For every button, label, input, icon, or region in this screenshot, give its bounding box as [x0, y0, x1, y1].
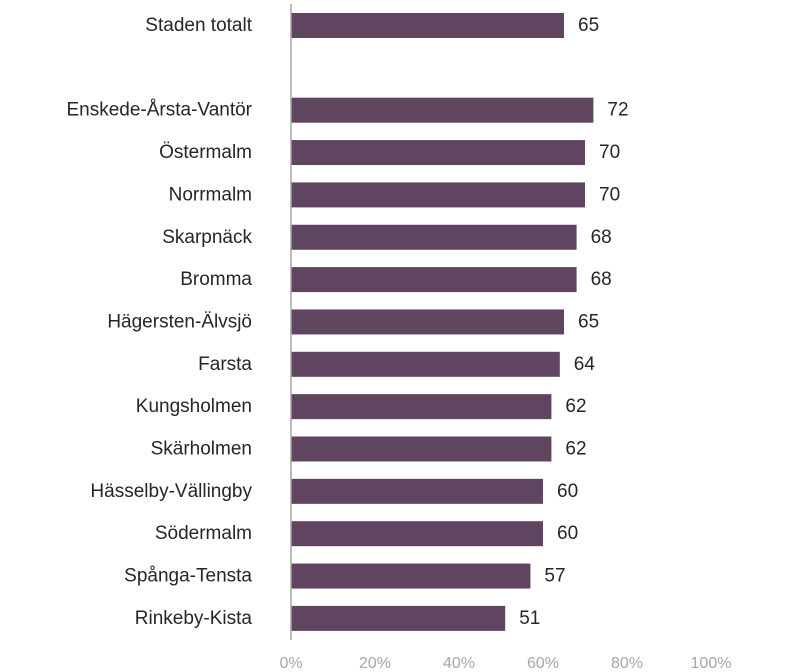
- bar: [291, 13, 564, 38]
- data-label: 68: [591, 227, 612, 248]
- category-label: Skarpnäck: [162, 227, 252, 248]
- bar: [291, 521, 543, 547]
- bar: [291, 224, 577, 250]
- data-label: 51: [519, 608, 540, 629]
- bar: [291, 478, 543, 504]
- category-labels-group: Staden totalt Enskede-Årsta-Vantör Österma…: [66, 15, 252, 629]
- category-label: Hässelby-Vällingby: [90, 481, 252, 502]
- bar: [291, 563, 531, 589]
- bar: [291, 182, 585, 208]
- category-label: Staden totalt: [145, 15, 252, 36]
- category-label: Kungsholmen: [136, 396, 252, 417]
- data-label: 60: [557, 481, 578, 502]
- category-label: Skärholmen: [151, 439, 252, 460]
- data-label: 68: [591, 269, 612, 290]
- bar: [291, 97, 594, 123]
- bar: [291, 267, 577, 293]
- x-tick-label: 20%: [359, 655, 391, 672]
- category-label: Spånga-Tensta: [124, 566, 252, 587]
- bar: [291, 351, 560, 377]
- category-label: Östermalm: [159, 142, 252, 163]
- category-label: Hägersten-Älvsjö: [107, 311, 252, 332]
- category-label: Rinkeby-Kista: [135, 608, 253, 629]
- bar: [291, 140, 585, 166]
- bar: [291, 394, 552, 420]
- category-label: Farsta: [198, 354, 252, 375]
- x-tick-label: 60%: [527, 655, 559, 672]
- category-label: Södermalm: [155, 523, 252, 544]
- category-label: Norrmalm: [169, 184, 252, 205]
- data-label: 72: [607, 100, 628, 121]
- category-label: Bromma: [180, 269, 252, 290]
- bars-group: [291, 13, 594, 631]
- data-label: 65: [578, 311, 599, 332]
- data-label: 70: [599, 184, 620, 205]
- x-tick-labels-group: 0% 20% 40% 60% 80% 100%: [279, 655, 731, 672]
- category-label: Enskede-Årsta-Vantör: [66, 100, 252, 121]
- x-tick-label: 0%: [279, 655, 302, 672]
- data-label: 62: [565, 439, 586, 460]
- data-label: 70: [599, 142, 620, 163]
- data-label: 60: [557, 523, 578, 544]
- data-label: 57: [544, 566, 565, 587]
- data-label: 64: [574, 354, 596, 375]
- bar: [291, 309, 564, 335]
- bar: [291, 436, 552, 462]
- x-tick-label: 80%: [611, 655, 643, 672]
- bar: [291, 605, 506, 631]
- x-tick-label: 100%: [691, 655, 732, 672]
- data-label: 62: [565, 396, 586, 417]
- data-label: 65: [578, 15, 599, 36]
- x-tick-label: 40%: [443, 655, 475, 672]
